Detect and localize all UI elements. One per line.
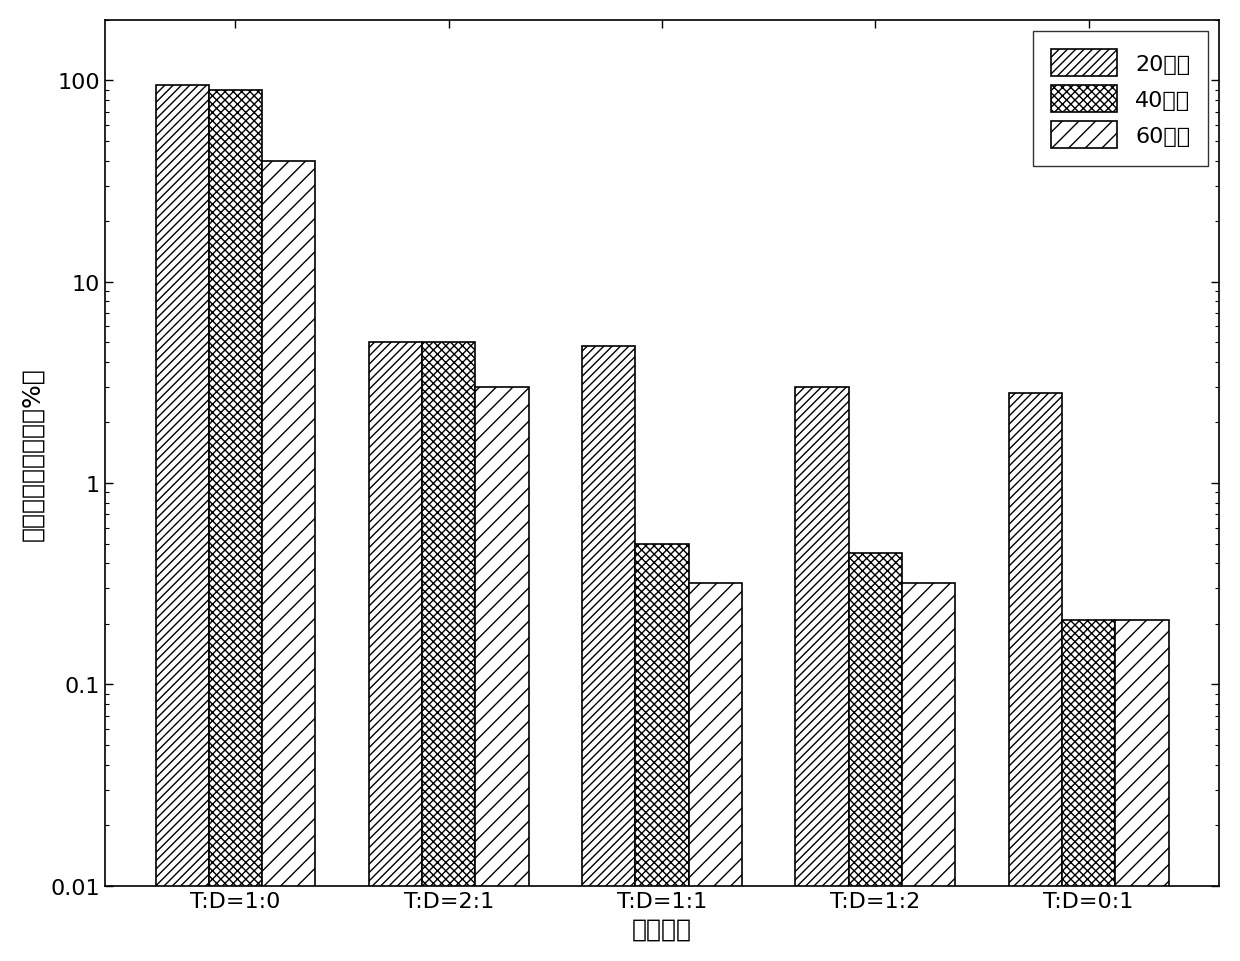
Bar xyxy=(475,387,528,961)
Bar xyxy=(1061,620,1115,961)
Bar xyxy=(848,554,901,961)
Bar xyxy=(635,544,688,961)
Legend: 20分钟, 40分钟, 60分钟: 20分钟, 40分钟, 60分钟 xyxy=(1033,32,1208,166)
Bar xyxy=(688,583,742,961)
Bar xyxy=(368,343,422,961)
X-axis label: 大肠杆菌: 大肠杆菌 xyxy=(632,916,692,940)
Bar xyxy=(262,161,315,961)
Bar xyxy=(1008,394,1061,961)
Bar xyxy=(155,86,208,961)
Bar xyxy=(901,583,955,961)
Bar xyxy=(1115,620,1168,961)
Bar xyxy=(422,343,475,961)
Y-axis label: 细菌存活数百分比（%）: 细菌存活数百分比（%） xyxy=(21,366,45,540)
Bar xyxy=(582,347,635,961)
Bar xyxy=(795,387,848,961)
Bar xyxy=(208,90,262,961)
